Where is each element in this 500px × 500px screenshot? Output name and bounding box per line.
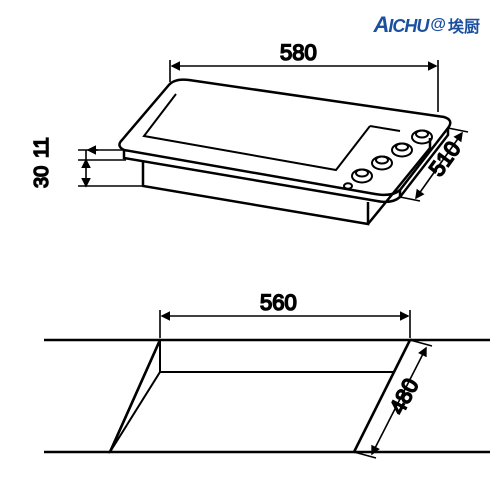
- cutout-hole: [110, 340, 410, 452]
- knob-panel-edge: [370, 126, 400, 131]
- cooktop-top-surface: [119, 80, 450, 195]
- dim-510: 510: [400, 128, 468, 201]
- cutout-view: [44, 340, 490, 452]
- dim-480: 480: [354, 340, 432, 458]
- dim-left-heights: 11 30: [31, 137, 145, 188]
- control-knobs: [344, 131, 432, 189]
- dim-560: 560: [160, 290, 410, 338]
- dim-580: 580: [170, 40, 438, 112]
- dimension-drawing: 580 510 11 30: [0, 0, 500, 500]
- dim-560-label: 560: [260, 290, 297, 315]
- dim-11-label: 11: [31, 137, 53, 158]
- top-view: [119, 80, 450, 224]
- dim-580-label: 580: [280, 40, 317, 65]
- dim-30-label: 30: [31, 166, 53, 188]
- ignition-button: [344, 183, 352, 189]
- cutout-inner: [110, 340, 410, 452]
